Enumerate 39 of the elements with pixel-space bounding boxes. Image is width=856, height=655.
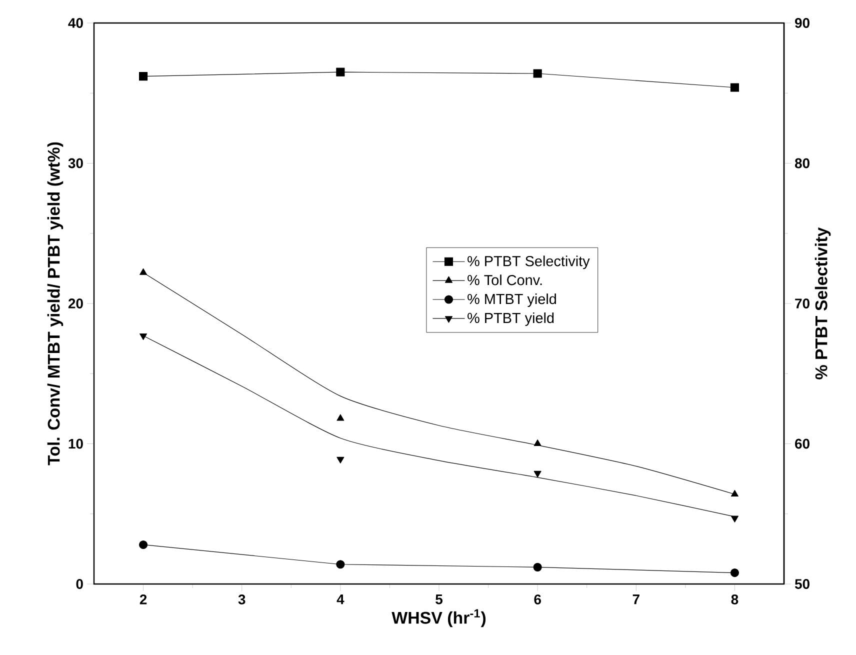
point: [139, 72, 148, 81]
x-tick-label: 8: [731, 594, 738, 604]
legend-label: % PTBT yield: [468, 312, 554, 326]
y2-tick-label: 90: [795, 18, 810, 28]
point: [336, 68, 345, 76]
x-tick-label: 5: [436, 594, 442, 604]
point: [533, 69, 542, 78]
y2-tick-label: 60: [795, 438, 810, 449]
point: [730, 516, 738, 522]
legend-label: % PTBT Selectivity: [468, 256, 590, 270]
point: [336, 456, 344, 464]
legend-label: % Tol Conv.: [468, 274, 542, 286]
legend-label: % MTBT yield: [468, 294, 556, 307]
point: [336, 414, 344, 421]
y-tick-label: 20: [68, 298, 83, 308]
point: [730, 568, 740, 578]
y-tick-label: 10: [68, 438, 83, 449]
point: [139, 540, 148, 550]
y-tick-label: 40: [68, 18, 83, 28]
x-tick-label: 3: [238, 594, 246, 604]
x-tick-label: 7: [632, 594, 640, 604]
x-tick-label: 2: [140, 594, 147, 604]
point: [730, 83, 740, 92]
point: [533, 562, 542, 572]
point: [336, 560, 345, 569]
y-axis-title: Tol. Conv/ MTBT yield/ PTBT yield (wt%): [47, 142, 64, 466]
y-tick-label: 0: [76, 579, 83, 589]
x-tick-label: 6: [534, 594, 541, 604]
x-tick-label: 4: [336, 594, 344, 604]
point: [534, 470, 542, 478]
point: [534, 439, 542, 446]
y2-tick-label: 80: [794, 158, 810, 168]
x-axis-title: WHSV (hr$^{-1}$): [392, 609, 486, 628]
y2-axis-title: % PTBT Selectivity: [814, 227, 831, 380]
y-tick-label: 30: [68, 158, 83, 168]
point: [140, 268, 148, 275]
y2-tick-label: 50: [794, 579, 810, 589]
point: [730, 490, 738, 497]
y2-tick-label: 70: [795, 298, 810, 308]
